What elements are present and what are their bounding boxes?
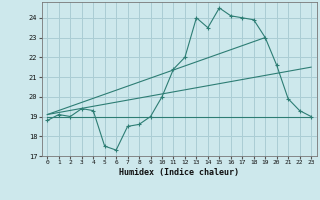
X-axis label: Humidex (Indice chaleur): Humidex (Indice chaleur) bbox=[119, 168, 239, 177]
